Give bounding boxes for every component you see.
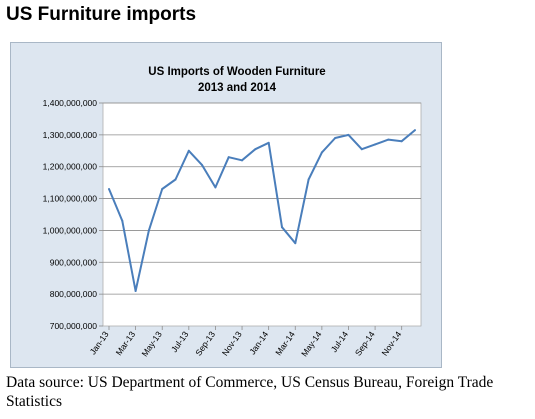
data-point xyxy=(174,178,177,181)
source-note: Data source: US Department of Commerce, … xyxy=(6,374,494,410)
x-tick-label: Nov-13 xyxy=(220,329,244,357)
x-tick-label: Sep-14 xyxy=(353,329,377,357)
data-point xyxy=(254,148,257,151)
data-point xyxy=(334,137,337,140)
x-tick-label: Jan-13 xyxy=(88,329,111,356)
x-tick-label: Mar-14 xyxy=(273,329,297,357)
data-point xyxy=(360,148,363,151)
y-tick-label: 1,000,000,000 xyxy=(43,225,98,235)
data-point xyxy=(267,141,270,144)
data-point xyxy=(307,178,310,181)
y-axis-ticks: 700,000,000 800,000,000 900,000,000 1,000,0… xyxy=(43,98,103,331)
data-point xyxy=(187,149,190,152)
data-point xyxy=(294,242,297,245)
y-tick-label: 900,000,000 xyxy=(50,257,98,267)
data-point xyxy=(134,289,137,292)
plot-area xyxy=(102,102,422,327)
data-point xyxy=(121,219,124,222)
y-tick-label: 800,000,000 xyxy=(50,289,98,299)
line-chart: US Imports of Wooden Furniture 2013 and … xyxy=(43,66,422,358)
series-group xyxy=(108,129,416,292)
y-tick-label: 700,000,000 xyxy=(50,321,98,331)
data-point xyxy=(108,188,110,191)
gridlines xyxy=(103,102,421,295)
chart-subtitle: 2013 and 2014 xyxy=(198,82,277,94)
chart-panel: US Imports of Wooden Furniture 2013 and … xyxy=(10,42,442,368)
x-tick-label: May-13 xyxy=(139,329,164,358)
y-tick-label: 1,100,000,000 xyxy=(43,194,98,204)
data-point xyxy=(347,133,350,136)
data-point xyxy=(227,156,230,159)
y-tick-label: 1,400,000,000 xyxy=(43,98,98,108)
series-line xyxy=(108,129,416,292)
data-point xyxy=(414,129,416,132)
data-point xyxy=(214,186,217,189)
x-tick-label: Mar-13 xyxy=(114,329,138,357)
x-tick-label: Jul-13 xyxy=(169,329,191,354)
data-point xyxy=(241,159,244,162)
y-tick-label: 1,300,000,000 xyxy=(43,130,98,140)
data-point xyxy=(161,188,164,191)
x-tick-label: Jul-14 xyxy=(329,329,351,354)
y-tick-label: 1,200,000,000 xyxy=(43,162,98,172)
data-point xyxy=(280,226,283,229)
data-point xyxy=(201,164,204,167)
data-point xyxy=(147,229,150,232)
data-point xyxy=(387,138,390,141)
x-tick-label: Jan-14 xyxy=(247,329,270,356)
data-point xyxy=(320,151,323,154)
chart-title: US Imports of Wooden Furniture xyxy=(148,66,325,78)
page-title: US Furniture imports xyxy=(6,4,197,25)
x-axis-ticks: Jan-13 Mar-13 May-13 Jul-13 Sep-13 Nov-13 Jan-… xyxy=(88,326,403,358)
data-point xyxy=(374,143,377,146)
data-point xyxy=(400,140,403,143)
x-tick-label: May-14 xyxy=(299,329,324,358)
x-tick-label: Nov-14 xyxy=(379,329,403,357)
x-tick-label: Sep-13 xyxy=(193,329,217,357)
